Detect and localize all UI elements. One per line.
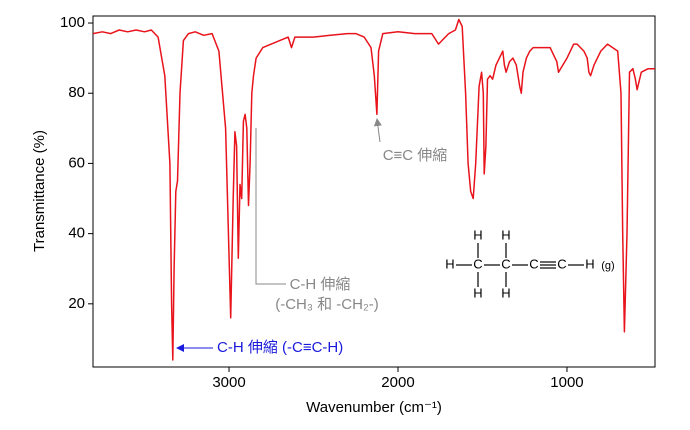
annotation: C≡C 伸縮 bbox=[383, 147, 448, 164]
atom: C bbox=[529, 256, 538, 271]
y-tick-label: 80 bbox=[68, 84, 85, 101]
atom: C bbox=[557, 256, 566, 271]
x-tick-label: 2000 bbox=[381, 374, 414, 391]
y-tick-label: 40 bbox=[68, 225, 85, 242]
plot-frame bbox=[92, 15, 656, 368]
x-tick-label: 3000 bbox=[212, 374, 245, 391]
atom: H bbox=[445, 256, 454, 271]
annotation-arrow bbox=[373, 118, 382, 143]
annotations: C≡C 伸縮 C-H 伸縮 (-CH₃ 和 -CH₂-) C-H 伸縮 (-C≡… bbox=[176, 118, 448, 356]
x-axis-label: Wavenumber (cm⁻¹) bbox=[306, 399, 442, 416]
x-tick-label: 1000 bbox=[550, 374, 583, 391]
structure: H H H C C C C H (g) H H bbox=[445, 227, 614, 300]
y-axis-label: Transmittance (%) bbox=[31, 130, 48, 252]
annotation: C-H 伸縮 bbox=[290, 276, 351, 293]
phase: (g) bbox=[601, 260, 614, 272]
annotation: (-CH₃ 和 -CH₂-) bbox=[275, 296, 379, 313]
spectrum-line bbox=[92, 18, 655, 361]
atom: H bbox=[501, 227, 510, 242]
atom: C bbox=[473, 256, 482, 271]
atom: H bbox=[473, 285, 482, 300]
atom: H bbox=[473, 227, 482, 242]
atom: H bbox=[585, 256, 594, 271]
annotation-leader bbox=[255, 128, 286, 285]
y-tick-label: 20 bbox=[68, 295, 85, 312]
atom: H bbox=[501, 285, 510, 300]
y-tick-label: 100 bbox=[60, 14, 85, 31]
atom: C bbox=[501, 256, 510, 271]
annotation: C-H 伸縮 (-C≡C-H) bbox=[217, 339, 343, 356]
y-tick-label: 60 bbox=[68, 154, 85, 171]
